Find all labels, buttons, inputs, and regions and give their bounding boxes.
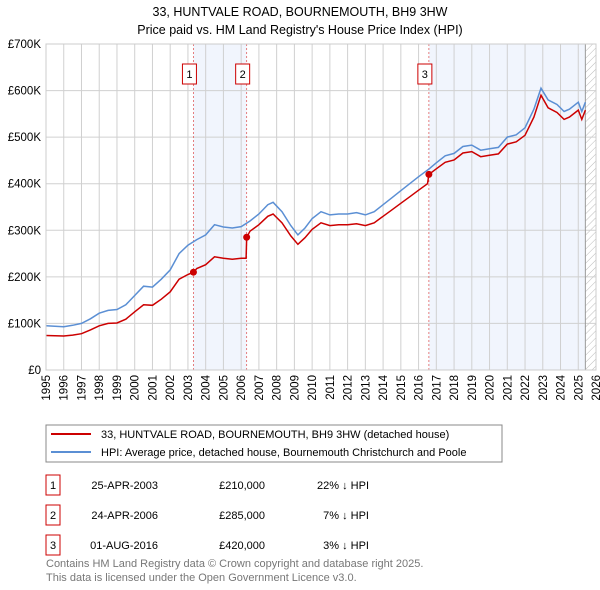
sale-marker-label: 2 [240,69,246,81]
x-tick-label: 2026 [591,375,600,401]
y-tick-label: £300K [8,225,42,237]
x-tick-label: 2001 [147,375,159,401]
sale-number-box [45,474,61,496]
y-tick-label: £100K [8,318,42,330]
sale-price: £420,000 [219,540,265,552]
x-tick-label: 2022 [520,375,532,401]
x-tick-label: 2003 [183,375,195,401]
sale-price: £210,000 [219,480,265,492]
x-tick-label: 2024 [556,374,568,400]
forecast-hatch [585,44,596,370]
x-tick-label: 1999 [112,375,124,401]
x-tick-label: 2016 [414,375,426,401]
x-tick-label: 2002 [165,375,177,401]
x-tick-label: 1997 [76,375,88,401]
sale-marker-box [235,63,251,85]
x-tick-label: 2021 [502,375,514,401]
y-tick-label: £0 [28,365,41,377]
y-tick-label: £500K [8,132,42,144]
x-tick-label: 2010 [307,375,319,401]
sale-marker-box [417,63,433,85]
x-tick-label: 2004 [201,374,213,400]
x-tick-label: 2011 [325,375,337,400]
x-tick-label: 1998 [94,375,106,401]
sale-hpi-diff: 7% ↓ HPI [323,510,369,522]
sale-hpi-diff: 3% ↓ HPI [323,540,369,552]
hpi-line [45,86,587,328]
legend-label-property: 33, HUNTVALE ROAD, BOURNEMOUTH, BH9 3HW … [101,429,449,441]
sales-table: 1 25-APR-2003 £210,000 22% ↓ HPI 2 24-APR-200… [45,474,369,556]
y-tick-label: £700K [8,39,42,51]
x-tick-label: 2009 [289,375,301,401]
legend-label-hpi: HPI: Average price, detached house, Bour… [101,447,466,459]
x-tick-label: 2020 [485,375,497,401]
x-tick-label: 2017 [431,375,443,401]
chart-title: 33, HUNTVALE ROAD, BOURNEMOUTH, BH9 3HW [153,5,448,19]
sale-price: £285,000 [219,510,265,522]
x-tick-label: 2005 [218,375,230,401]
x-tick-label: 2013 [360,375,372,401]
footer-line-1: Contains HM Land Registry data © Crown c… [46,558,423,570]
plot-frame [45,43,597,371]
sale-point [189,268,197,276]
legend: 33, HUNTVALE ROAD, BOURNEMOUTH, BH9 3HW … [45,424,503,463]
x-tick-label: 1996 [59,375,71,401]
x-tick-label: 2008 [272,375,284,401]
x-tick-label: 2018 [449,375,461,401]
sale-hpi-diff: 22% ↓ HPI [317,480,369,492]
x-tick-label: 1995 [41,375,53,401]
shaded-range [193,44,247,370]
x-tick-label: 2007 [254,375,266,401]
x-tick-label: 2014 [378,374,390,400]
x-tick-label: 2012 [343,375,355,401]
x-tick-label: 2019 [467,375,479,401]
y-tick-label: £200K [8,272,42,284]
x-tick-label: 2006 [236,375,248,401]
y-tick-label: £400K [8,179,42,191]
sale-number-box [45,534,61,556]
x-tick-label: 2025 [573,375,585,401]
sale-marker-label: 3 [422,69,428,81]
sale-number: 3 [50,540,56,552]
footer-line-2: This data is licensed under the Open Gov… [46,572,357,584]
property-price-line [45,93,587,337]
sale-date: 25-APR-2003 [91,480,158,492]
sale-number: 2 [50,510,56,522]
sale-point [243,233,251,241]
sale-marker-label: 1 [186,69,192,81]
sale-point [425,170,433,178]
sale-marker-box [181,63,197,85]
sale-number-box [45,504,61,526]
sale-date: 01-AUG-2016 [90,540,158,552]
chart-subtitle: Price paid vs. HM Land Registry's House … [137,23,462,37]
sale-date: 24-APR-2006 [91,510,158,522]
x-tick-label: 2015 [396,375,408,401]
y-tick-label: £600K [8,86,42,98]
sale-number: 1 [50,480,56,492]
x-tick-label: 2023 [538,375,550,401]
x-tick-label: 2000 [130,375,142,401]
